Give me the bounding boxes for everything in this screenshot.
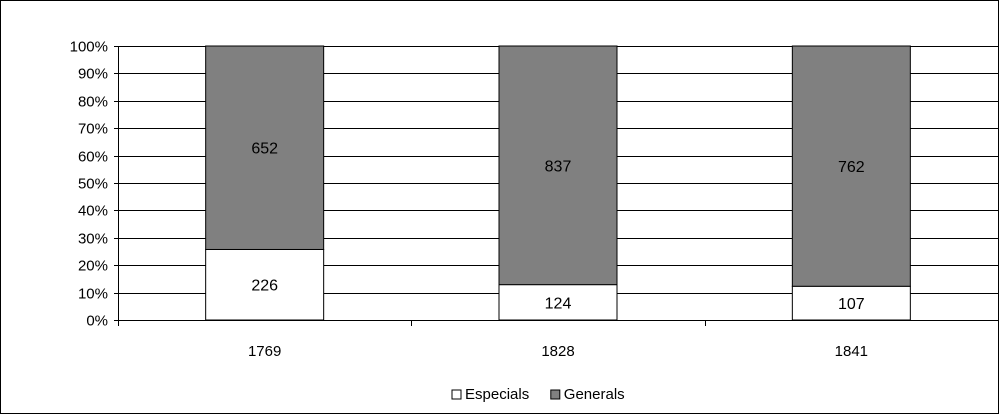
y-tick-label: 0% [86,313,108,330]
y-tick-label: 50% [78,176,108,193]
data-label: 124 [545,295,572,312]
axes [114,46,999,326]
bar-segment-generals [498,45,618,286]
y-tick-label: 30% [78,231,108,248]
bar-segment-generals [205,45,325,250]
data-label: 107 [838,296,865,313]
y-tick-label: 10% [78,286,108,303]
y-tick-label: 60% [78,149,108,166]
y-tick-label: 100% [70,39,108,56]
y-tick-label: 80% [78,94,108,111]
bars: 226 652 124 837 107 762 [205,45,911,321]
y-tick-label: 40% [78,203,108,220]
x-axis-labels: 1769 1828 1841 [248,343,868,360]
x-tick-label: 1841 [835,343,868,360]
x-tick-label: 1769 [248,343,281,360]
bar-segment-especials [205,248,325,321]
bar-segment-generals [791,45,911,287]
data-label: 226 [251,278,278,295]
x-tick-label: 1828 [541,343,574,360]
y-tick-label: 70% [78,121,108,138]
data-label: 652 [251,141,278,158]
legend-swatch-generals [550,389,561,400]
legend: Especials Generals [451,386,625,403]
legend-swatch-especials [451,389,462,400]
y-tick-label: 20% [78,258,108,275]
legend-label-generals: Generals [564,386,625,403]
bar-segment-especials [498,284,618,321]
data-label: 837 [545,158,572,175]
legend-label-especials: Especials [465,386,529,403]
data-label: 762 [838,159,865,176]
y-tick-label: 90% [78,66,108,83]
y-axis-labels: 0% 10% 20% 30% 40% 50% 60% 70% 80% 90% 100% [70,39,108,330]
